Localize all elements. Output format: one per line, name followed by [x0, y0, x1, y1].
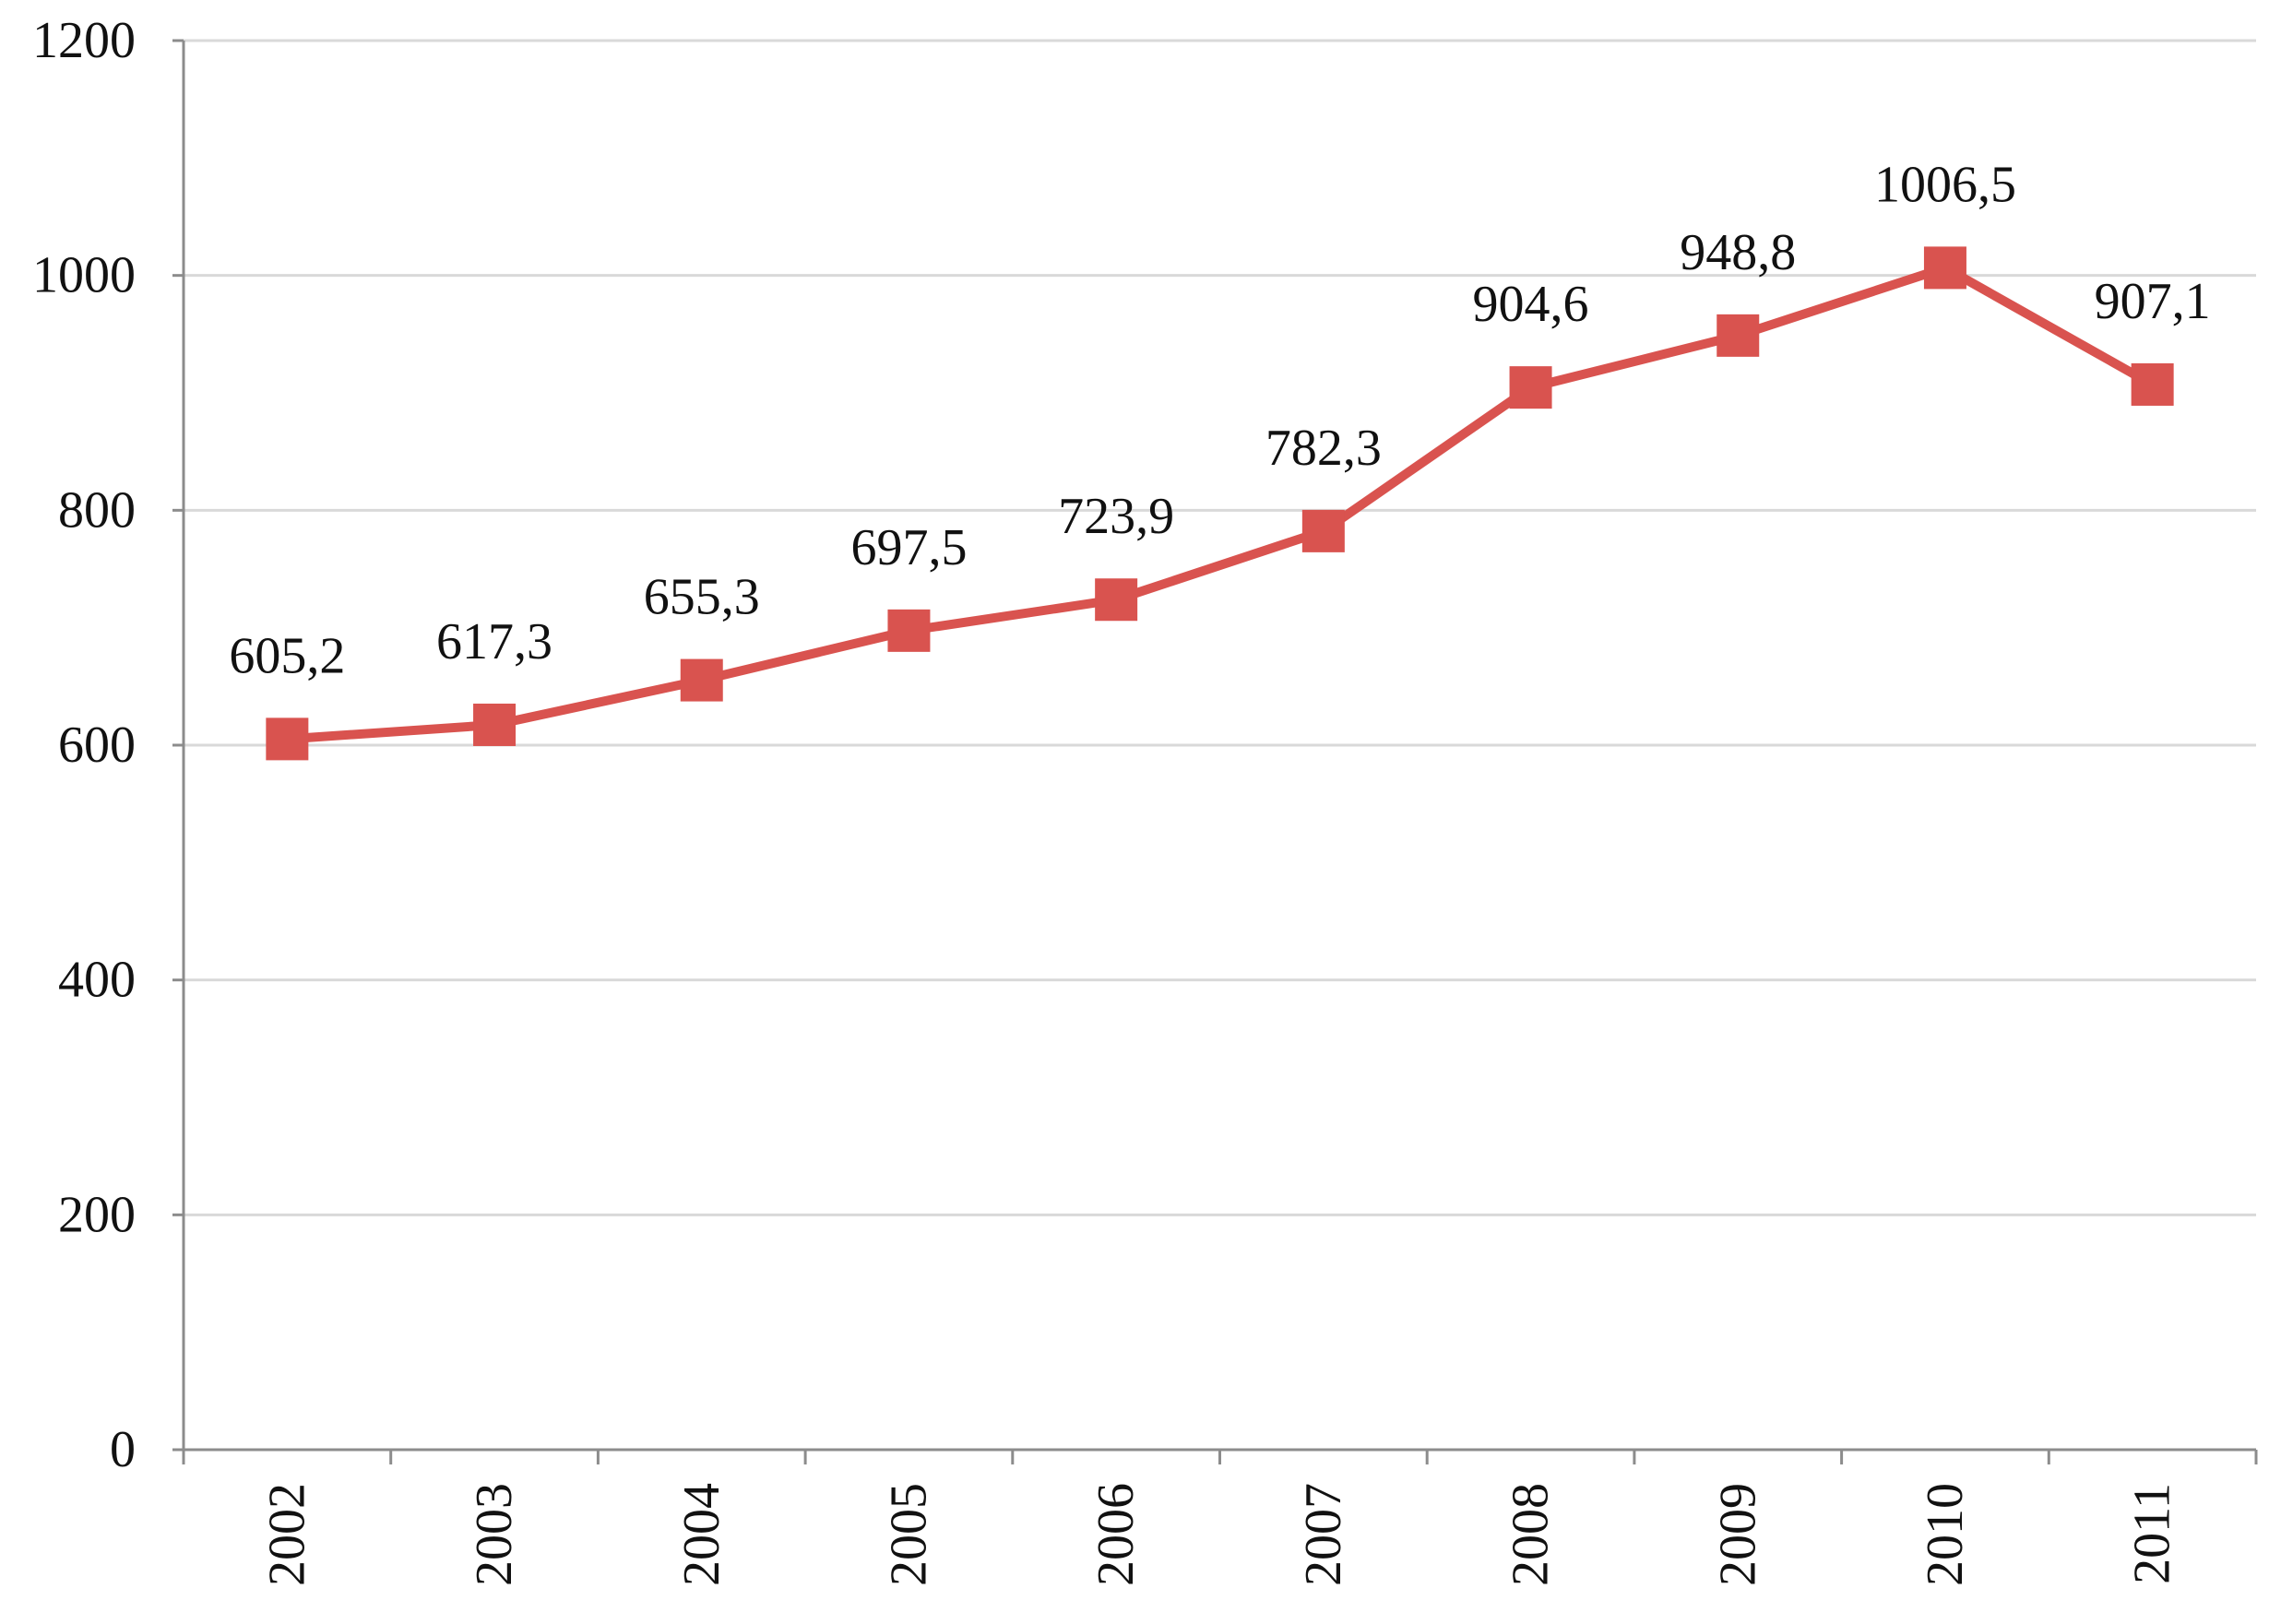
series-line: [282, 263, 2157, 744]
y-tick-label: 800: [58, 481, 136, 539]
data-point-marker: [887, 609, 931, 652]
axes: [172, 39, 2258, 1464]
data-label: 1006,5: [1874, 156, 2016, 213]
x-tick-label: 2004: [673, 1483, 731, 1586]
x-tick-label: 2007: [1295, 1483, 1352, 1586]
x-axis-tick-labels: 2002 2003 2004 2005 2006 2007 2008 2009 2010 2011: [258, 1483, 2180, 1586]
data-label: 697,5: [850, 519, 967, 576]
y-tick-label: 1200: [32, 12, 136, 69]
data-label: 782,3: [1265, 420, 1382, 477]
series-line-layer: [282, 263, 2157, 744]
data-label: 617,3: [436, 613, 552, 670]
x-tick-label: 2010: [1917, 1483, 1974, 1586]
data-label: 605,2: [229, 627, 345, 684]
x-tick-label: 2011: [2124, 1483, 2181, 1584]
y-axis-tick-labels: 0 200 400 600 800 1000 1200: [32, 12, 136, 1478]
data-label: 655,3: [644, 569, 760, 626]
data-labels: 605,2 617,3 655,3 697,5 723,9 782,3 904,6 948,8…: [229, 156, 2210, 684]
y-tick-label: 200: [58, 1186, 136, 1243]
data-point-marker: [1509, 366, 1552, 409]
x-tick-label: 2002: [258, 1483, 315, 1586]
data-point-marker: [473, 703, 517, 746]
data-point-marker: [1095, 578, 1138, 622]
x-tick-label: 2009: [1709, 1483, 1766, 1586]
data-point-marker: [1923, 246, 1966, 290]
data-label: 904,6: [1473, 276, 1589, 333]
data-point-marker: [680, 658, 723, 702]
data-point-marker: [266, 717, 309, 761]
data-point-marker: [1301, 509, 1345, 552]
data-label: 723,9: [1058, 488, 1174, 545]
x-tick-label: 2003: [466, 1483, 523, 1586]
gridlines: [184, 39, 2256, 1216]
y-tick-label: 0: [110, 1421, 136, 1478]
data-point-marker: [2131, 362, 2174, 406]
y-tick-label: 600: [58, 717, 136, 774]
x-tick-label: 2005: [880, 1483, 937, 1586]
x-tick-label: 2008: [1503, 1483, 1560, 1586]
data-point-marker: [1717, 314, 1760, 357]
y-tick-label: 1000: [32, 247, 136, 304]
data-label: 948,8: [1680, 224, 1796, 281]
series-markers: [266, 246, 2174, 761]
x-tick-label: 2006: [1087, 1483, 1145, 1586]
y-tick-label: 400: [58, 952, 136, 1009]
data-label: 907,1: [2095, 273, 2211, 330]
